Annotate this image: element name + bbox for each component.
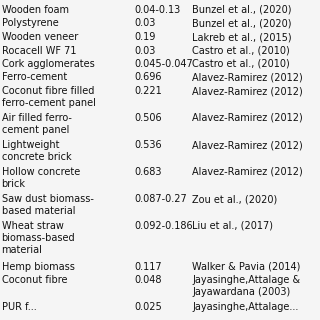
Text: Hollow concrete
brick: Hollow concrete brick xyxy=(2,167,80,189)
Text: 0.506: 0.506 xyxy=(134,113,162,123)
Text: Walker & Pavia (2014): Walker & Pavia (2014) xyxy=(192,261,300,271)
Text: Wheat straw
biomass-based
material: Wheat straw biomass-based material xyxy=(2,221,75,255)
Text: Alavez-Ramirez (2012): Alavez-Ramirez (2012) xyxy=(192,73,303,83)
Text: Bunzel et al., (2020): Bunzel et al., (2020) xyxy=(192,19,292,28)
Text: Hemp biomass: Hemp biomass xyxy=(2,261,75,271)
Text: Alavez-Ramirez (2012): Alavez-Ramirez (2012) xyxy=(192,140,303,150)
Text: Rocacell WF 71: Rocacell WF 71 xyxy=(2,45,76,55)
Text: 0.683: 0.683 xyxy=(134,167,162,177)
Text: 0.04-0.13: 0.04-0.13 xyxy=(134,5,181,15)
Text: Bunzel et al., (2020): Bunzel et al., (2020) xyxy=(192,5,292,15)
Text: 0.03: 0.03 xyxy=(134,45,156,55)
Text: Polystyrene: Polystyrene xyxy=(2,19,58,28)
Text: Alavez-Ramirez (2012): Alavez-Ramirez (2012) xyxy=(192,113,303,123)
Text: 0.092-0.186: 0.092-0.186 xyxy=(134,221,193,231)
Text: Lakreb et al., (2015): Lakreb et al., (2015) xyxy=(192,32,292,42)
Text: Coconut fibre filled
ferro-cement panel: Coconut fibre filled ferro-cement panel xyxy=(2,86,95,108)
Text: 0.03: 0.03 xyxy=(134,19,156,28)
Text: Cork agglomerates: Cork agglomerates xyxy=(2,59,94,69)
Text: 0.536: 0.536 xyxy=(134,140,162,150)
Text: Alavez-Ramirez (2012): Alavez-Ramirez (2012) xyxy=(192,167,303,177)
Text: 0.025: 0.025 xyxy=(134,302,162,312)
Text: 0.087-0.27: 0.087-0.27 xyxy=(134,194,187,204)
Text: 0.117: 0.117 xyxy=(134,261,162,271)
Text: 0.048: 0.048 xyxy=(134,275,162,285)
Text: Alavez-Ramirez (2012): Alavez-Ramirez (2012) xyxy=(192,86,303,96)
Text: Lightweight
concrete brick: Lightweight concrete brick xyxy=(2,140,71,162)
Text: Coconut fibre: Coconut fibre xyxy=(2,275,67,285)
Text: 0.221: 0.221 xyxy=(134,86,162,96)
Text: Air filled ferro-
cement panel: Air filled ferro- cement panel xyxy=(2,113,71,135)
Text: Saw dust biomass-
based material: Saw dust biomass- based material xyxy=(2,194,93,216)
Text: Zou et al., (2020): Zou et al., (2020) xyxy=(192,194,277,204)
Text: Ferro-cement: Ferro-cement xyxy=(2,73,67,83)
Text: Liu et al., (2017): Liu et al., (2017) xyxy=(192,221,273,231)
Text: Castro et al., (2010): Castro et al., (2010) xyxy=(192,59,290,69)
Text: 0.19: 0.19 xyxy=(134,32,156,42)
Text: Wooden foam: Wooden foam xyxy=(2,5,68,15)
Text: PUR f...: PUR f... xyxy=(2,302,36,312)
Text: Jayasinghe,Attalage...: Jayasinghe,Attalage... xyxy=(192,302,298,312)
Text: Wooden veneer: Wooden veneer xyxy=(2,32,78,42)
Text: 0.045-0.047: 0.045-0.047 xyxy=(134,59,193,69)
Text: 0.696: 0.696 xyxy=(134,73,162,83)
Text: Jayasinghe,Attalage &
Jayawardana (2003): Jayasinghe,Attalage & Jayawardana (2003) xyxy=(192,275,300,297)
Text: Castro et al., (2010): Castro et al., (2010) xyxy=(192,45,290,55)
